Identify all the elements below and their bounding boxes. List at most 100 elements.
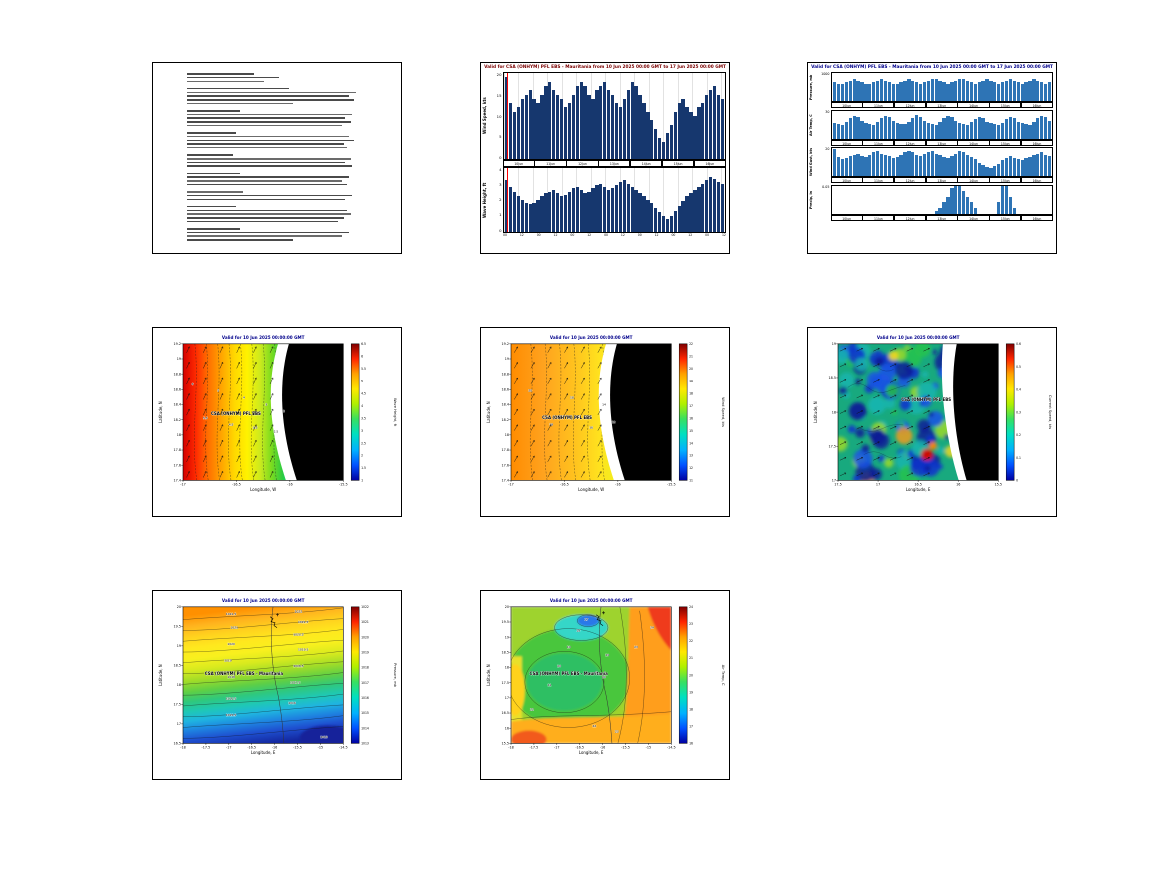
current-blob (916, 381, 937, 402)
bar (1020, 83, 1024, 101)
bar (973, 159, 977, 176)
tick-label: 13Jun (925, 139, 958, 146)
contour-line (205, 343, 209, 481)
bar (977, 117, 981, 139)
tick-label: 0 (499, 155, 502, 160)
bar (516, 196, 521, 232)
y-axis-label: Latitude, N (813, 401, 818, 423)
bar (958, 185, 962, 214)
colorbar-label: Current Speed, kts (1048, 395, 1052, 429)
tick-label: 14Jun (957, 214, 990, 221)
bar (833, 122, 837, 139)
bar (989, 80, 993, 101)
bar (961, 79, 966, 101)
bar (559, 196, 564, 232)
tick-label: 14Jun (957, 177, 990, 183)
bar (891, 158, 895, 176)
bar (958, 151, 962, 176)
tick-label: 00 (637, 233, 642, 237)
contour-line (228, 343, 232, 481)
bar (977, 82, 981, 101)
bar (716, 181, 721, 232)
bar (868, 83, 872, 101)
contour-label: 6 (192, 382, 194, 386)
x-tick-label: -17 (554, 745, 560, 749)
contour-label: 19 (567, 645, 571, 649)
y-tick-labels: 30 (817, 110, 831, 140)
bar (720, 183, 725, 232)
temperature-map-panel: Valid for 10 Jun 2025 00:00:00 GMT 20 19.5… (480, 590, 730, 780)
colorbar-tick-label: 20 (689, 673, 693, 677)
bar (540, 196, 544, 232)
bar (544, 193, 548, 232)
bar (938, 154, 942, 176)
bar (716, 94, 721, 159)
bar (875, 80, 880, 101)
contour-label: 22 (592, 724, 596, 728)
tick-label: 16Jun (1020, 214, 1054, 221)
current-blob (929, 441, 937, 450)
contour-line (182, 715, 344, 728)
y-tick-label: 19 (832, 342, 836, 346)
contour-label: 21 (548, 683, 552, 687)
y-tick-label: 17.4 (174, 479, 181, 483)
tick-label: 10Jun (830, 177, 863, 183)
y-tick-label: 19 (505, 635, 509, 639)
colorbar-tick-label: 19 (689, 379, 693, 383)
text-line (187, 231, 349, 234)
colorbar-tick-label: 0.4 (1016, 388, 1021, 392)
bar (1012, 158, 1016, 176)
x-tick-label: -14.5 (667, 745, 676, 749)
date-axis: 10Jun 11Jun 12Jun 13Jun 14Jun 15Jun 16Jun (830, 214, 1054, 221)
bar (524, 202, 528, 232)
tick-label: 13Jun (925, 102, 958, 108)
bar (1047, 155, 1052, 176)
bar (883, 116, 888, 139)
bar (1028, 156, 1032, 176)
contour-label: 1022 (295, 609, 303, 613)
tick-label: 00 (503, 233, 507, 237)
bar (844, 82, 849, 101)
colorbar-tick-label: 21 (689, 354, 693, 358)
bar (654, 207, 658, 232)
bar (997, 163, 1001, 176)
bar (899, 123, 903, 139)
bar (575, 186, 579, 232)
contour-line (182, 640, 344, 653)
bar (650, 202, 654, 232)
coast-town-marks (595, 611, 605, 626)
tick-label: 12 (654, 233, 659, 237)
current-blob (921, 371, 929, 378)
bar (848, 118, 852, 139)
contour-label: 1017.5 (290, 680, 300, 684)
vector-arrows (514, 346, 602, 478)
y-tick-label: 17.8 (174, 448, 181, 452)
text-line (187, 117, 346, 119)
text-line (187, 95, 349, 97)
text-line (187, 129, 363, 131)
bar (918, 117, 923, 139)
bar (1032, 79, 1036, 101)
x-tick-label: -15.5 (339, 482, 348, 486)
x-tick-label: -15.5 (293, 745, 302, 749)
bar (697, 186, 701, 232)
bar (997, 202, 1001, 214)
bar (946, 116, 950, 139)
colorbar-label: Wind Speed, kts (721, 397, 725, 427)
tick-label: 15Jun (989, 139, 1022, 146)
current-speed-map: Valid for 10 Jun 2025 00:00:00 GMT 19 18.5… (813, 335, 1052, 492)
x-tick-label: -17 (226, 745, 232, 749)
bar (1012, 118, 1016, 139)
bar (587, 94, 591, 159)
tick-label: 20 (825, 147, 830, 151)
bar (903, 123, 907, 139)
x-tick-label: -17 (508, 482, 514, 486)
text-line (187, 191, 244, 193)
contour-line (194, 343, 198, 481)
bar (1004, 158, 1009, 176)
y-tick-label: 18.8 (502, 372, 509, 376)
bar (532, 202, 536, 232)
bar (915, 154, 919, 176)
bar (1028, 80, 1032, 101)
